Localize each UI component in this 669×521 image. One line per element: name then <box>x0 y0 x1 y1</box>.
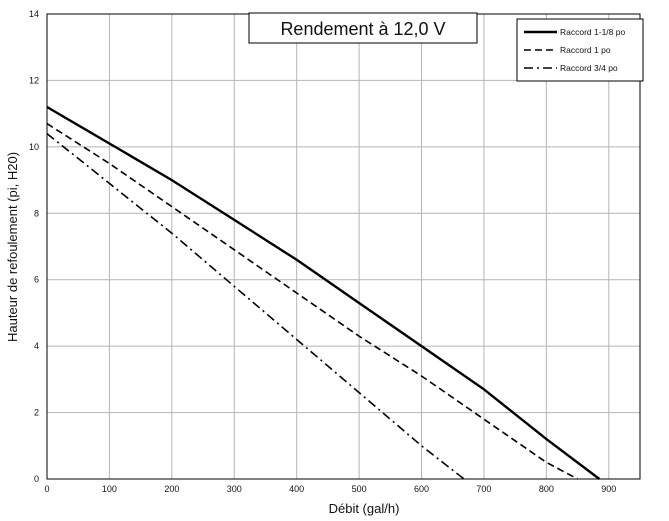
y-axis-label: Hauteur de refoulement (pi, H20) <box>5 152 20 342</box>
x-axis-ticks: 0 100 200 300 400 500 600 700 800 900 <box>44 484 616 494</box>
x-tick-label: 500 <box>352 484 367 494</box>
x-tick-label: 400 <box>289 484 304 494</box>
x-tick-label: 700 <box>476 484 491 494</box>
x-tick-label: 900 <box>601 484 616 494</box>
title-box: Rendement à 12,0 V <box>248 12 478 44</box>
x-axis-label: Débit (gal/h) <box>329 501 400 516</box>
x-tick-label: 0 <box>44 484 49 494</box>
plot-frame <box>46 13 641 480</box>
y-tick-label: 2 <box>34 408 39 418</box>
y-tick-label: 4 <box>34 341 39 351</box>
y-tick-label: 12 <box>29 75 39 85</box>
y-tick-label: 8 <box>34 208 39 218</box>
legend-label-2: Raccord 1 po <box>560 45 611 55</box>
x-tick-label: 600 <box>414 484 429 494</box>
x-tick-label: 200 <box>164 484 179 494</box>
y-tick-label: 6 <box>34 275 39 285</box>
legend-label-1: Raccord 1-1/8 po <box>560 27 625 37</box>
x-tick-label: 100 <box>102 484 117 494</box>
series-line-2 <box>46 122 578 480</box>
y-axis-ticks: 0 2 4 6 8 10 12 14 <box>29 9 39 484</box>
chart-grid <box>46 13 640 480</box>
y-tick-label: 0 <box>34 474 39 484</box>
y-tick-label: 14 <box>29 9 39 19</box>
legend: Raccord 1-1/8 po Raccord 1 po Raccord 3/4 … <box>516 18 644 82</box>
legend-label-3: Raccord 3/4 po <box>560 63 618 73</box>
chart-title: Rendement à 12,0 V <box>280 19 445 39</box>
series-line-1 <box>46 105 601 480</box>
y-tick-label: 10 <box>29 142 39 152</box>
chart-series-lines <box>46 105 601 480</box>
x-tick-label: 800 <box>539 484 554 494</box>
x-tick-label: 300 <box>227 484 242 494</box>
